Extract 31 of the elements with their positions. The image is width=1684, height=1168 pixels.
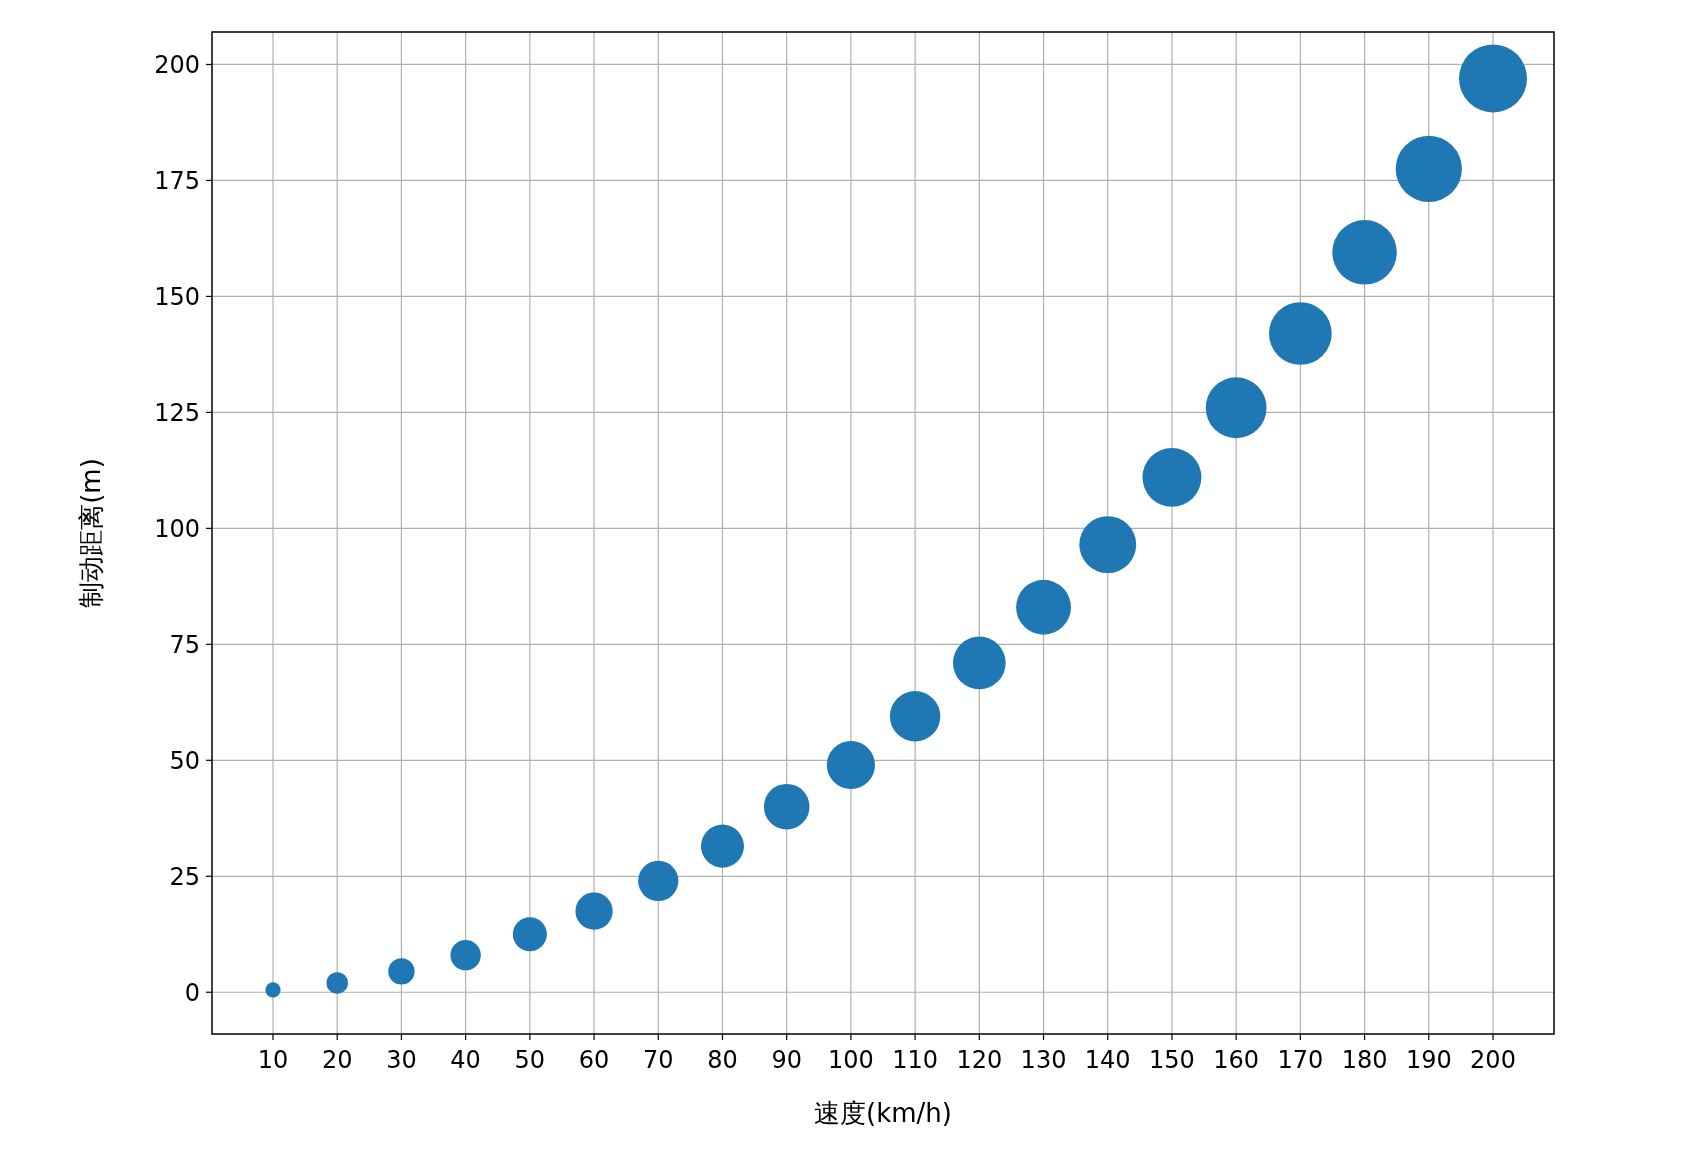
y-tick-label: 125	[154, 399, 200, 428]
x-tick-label: 20	[321, 1046, 353, 1074]
x-tick-label: 200	[1470, 1046, 1516, 1074]
x-axis-title: 速度(km/h)	[814, 1098, 952, 1128]
x-tick-label: 70	[642, 1046, 674, 1074]
x-tick-label: 160	[1213, 1046, 1260, 1074]
y-tick-label: 200	[154, 51, 200, 80]
x-tick-label: 60	[578, 1046, 610, 1074]
x-tick-label: 180	[1341, 1046, 1388, 1074]
y-axis-title: 制动距离(m)	[76, 458, 106, 608]
x-tick-label: 100	[827, 1046, 874, 1074]
x-tick-label: 30	[386, 1046, 417, 1074]
x-tick-label: 10	[257, 1046, 289, 1074]
x-tick-label: 190	[1405, 1046, 1452, 1074]
x-tick-label: 140	[1084, 1046, 1131, 1074]
x-tick-label: 110	[892, 1046, 939, 1074]
y-tick-label: 25	[169, 863, 200, 892]
y-tick-label: 100	[154, 515, 200, 544]
x-tick-label: 130	[1020, 1046, 1067, 1074]
x-tick-label: 40	[450, 1046, 481, 1074]
x-tick-label: 120	[956, 1046, 1003, 1074]
y-tick-label: 175	[154, 167, 200, 196]
x-tick-label: 170	[1277, 1046, 1324, 1074]
x-tick-label: 150	[1149, 1046, 1195, 1074]
y-tick-label: 75	[169, 631, 200, 660]
x-tick-label: 50	[514, 1046, 546, 1074]
x-tick-label: 80	[707, 1046, 738, 1074]
x-tick-label: 90	[771, 1046, 802, 1074]
y-tick-label: 0	[184, 979, 200, 1008]
y-tick-label: 50	[169, 747, 200, 776]
y-tick-label: 150	[154, 283, 200, 312]
